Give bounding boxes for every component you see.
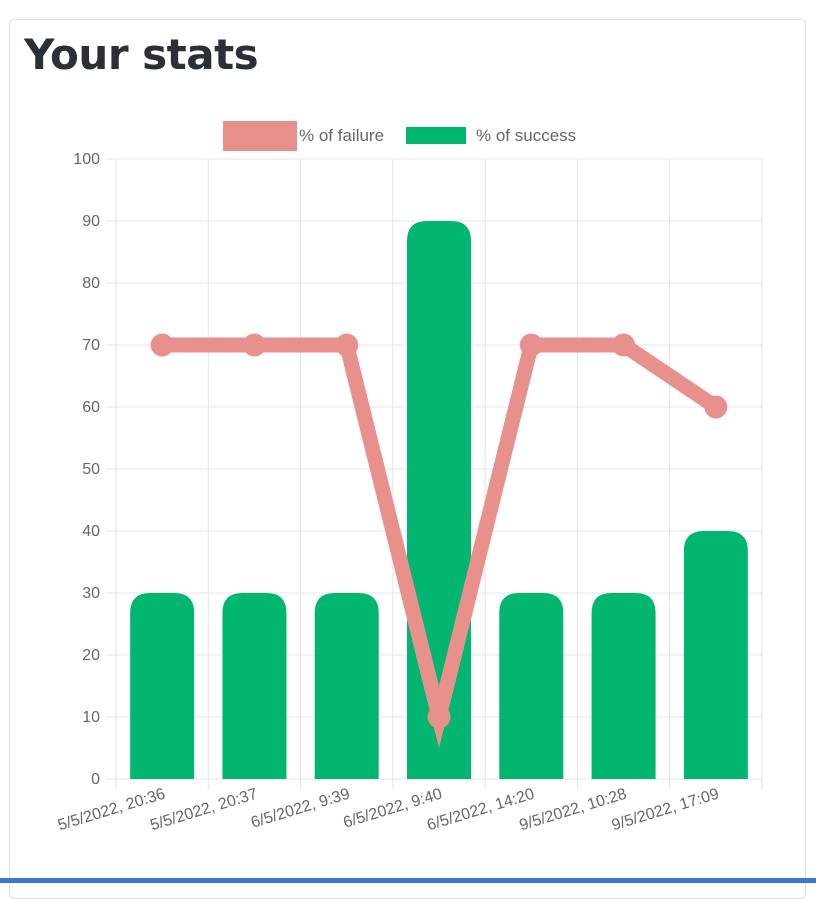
failure-point	[335, 333, 359, 357]
y-tick-label: 0	[91, 771, 100, 788]
legend-swatch-success	[406, 127, 466, 144]
y-tick-label: 60	[82, 399, 100, 416]
page-title: Your stats	[24, 30, 259, 79]
y-tick-label: 100	[73, 151, 100, 168]
y-tick-label: 40	[82, 523, 100, 540]
failure-point	[427, 705, 451, 729]
x-tick-label: 6/5/2022, 9:39	[249, 786, 352, 832]
y-tick-label: 10	[82, 709, 100, 726]
success-bar	[314, 593, 379, 779]
x-tick-label: 9/5/2022, 17:09	[610, 786, 721, 835]
success-bar	[499, 593, 564, 779]
y-tick-label: 20	[82, 647, 100, 664]
failure-point	[519, 333, 543, 357]
failure-line	[150, 333, 728, 749]
legend-label-success: % of success	[476, 126, 576, 145]
success-bar	[683, 531, 748, 779]
x-tick-label: 5/5/2022, 20:37	[148, 786, 259, 835]
success-bar	[130, 593, 195, 779]
failure-point	[704, 395, 728, 419]
legend-swatch-failure	[223, 121, 297, 151]
y-tick-label: 80	[82, 275, 100, 292]
x-axis: 5/5/2022, 20:365/5/2022, 20:376/5/2022, …	[56, 786, 721, 835]
failure-point	[150, 333, 174, 357]
legend-label-failure: % of failure	[299, 126, 384, 145]
failure-point	[612, 333, 636, 357]
y-tick-label: 50	[82, 461, 100, 478]
y-tick-label: 30	[82, 585, 100, 602]
success-bar	[591, 593, 656, 779]
y-tick-label: 90	[82, 213, 100, 230]
y-axis: 0 10 20 30 40 50 60 70 80 90 100	[73, 151, 100, 788]
success-bar	[222, 593, 287, 779]
bottom-accent-bar	[0, 878, 816, 883]
chart-legend: % of failure % of success	[223, 121, 576, 151]
failure-point	[242, 333, 266, 357]
y-tick-label: 70	[82, 337, 100, 354]
